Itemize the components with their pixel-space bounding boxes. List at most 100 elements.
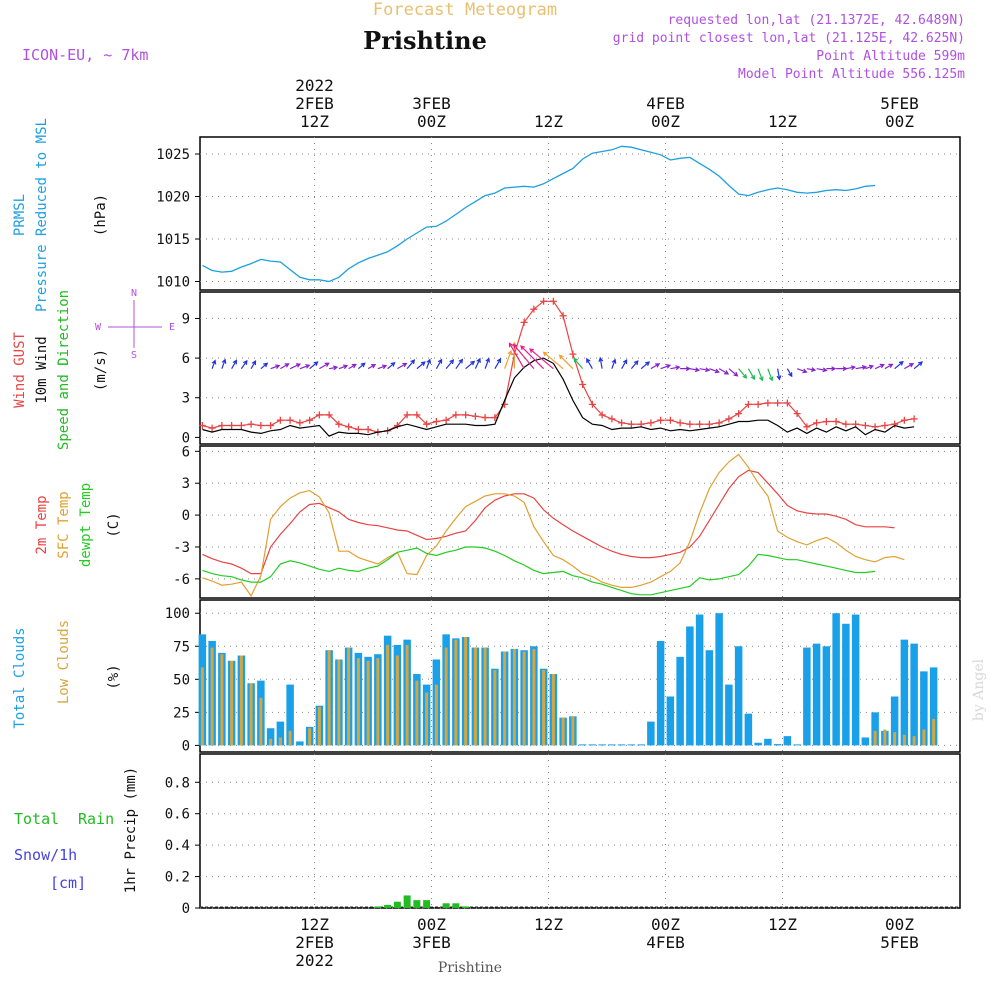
low-cloud-bar <box>873 730 877 746</box>
low-cloud-bar <box>571 716 575 746</box>
low-cloud-bar <box>483 647 487 746</box>
total-cloud-bar <box>686 626 694 746</box>
pressure-unit-label: (hPa) <box>93 194 109 236</box>
gust-marker <box>647 419 655 427</box>
rain-bar <box>374 906 382 908</box>
total-cloud-bar <box>900 639 909 746</box>
gust-marker <box>696 420 704 428</box>
y-tick-label: 0 <box>182 430 190 446</box>
gust-marker <box>598 411 606 419</box>
low-cloud-bar <box>405 644 409 746</box>
low-cloud-bar <box>288 730 292 746</box>
gust-marker <box>520 318 528 326</box>
gust-marker <box>354 425 362 433</box>
time-label-top: 3FEB <box>412 94 451 113</box>
low-cloud-bar <box>464 637 468 746</box>
y-tick-label: 3 <box>182 391 190 407</box>
rain-bar <box>462 906 470 908</box>
y-tick-label: 0 <box>182 508 190 524</box>
station-title: Prishtine <box>363 26 487 55</box>
time-label-bottom: 4FEB <box>646 933 685 952</box>
low-cloud-bar <box>425 692 429 746</box>
low-cloud-bar <box>395 655 399 746</box>
time-label-top: 2022 <box>295 76 334 95</box>
low-cloud-bar <box>308 728 312 746</box>
snow-unit-label: [cm] <box>50 874 86 892</box>
low-cloud-bar <box>932 718 936 746</box>
wind-arrow <box>630 360 639 370</box>
watermark: by Angel <box>971 658 987 721</box>
total-cloud-bar <box>656 640 665 746</box>
sfctemp-line <box>202 453 905 598</box>
gust-marker <box>793 410 801 418</box>
requested-point: requested lon,lat (21.1372E, 42.6489N) <box>668 13 965 28</box>
wind-arrow <box>767 368 774 382</box>
gust-marker <box>900 416 908 424</box>
total-clouds-label: Total Clouds <box>12 627 28 728</box>
prmsl-label: PRMSL <box>12 194 28 236</box>
snow-label: Snow/1h <box>14 846 77 864</box>
y-tick-label: 9 <box>182 311 190 327</box>
temp2m-line <box>202 469 895 575</box>
wind-arrow <box>465 360 476 370</box>
gust-marker <box>530 305 538 313</box>
wind-arrow <box>660 364 672 370</box>
gust-marker <box>286 416 294 424</box>
total-cloud-bar <box>647 721 655 746</box>
total-cloud-bar <box>588 744 597 746</box>
gust-marker <box>822 418 830 426</box>
y-tick-label: -6 <box>173 572 190 588</box>
time-label-top: 00Z <box>417 112 446 131</box>
gust-marker <box>783 399 791 407</box>
total-cloud-bar <box>627 744 636 746</box>
total-cloud-bar <box>598 744 606 746</box>
precip-unit-label: 1hr Precip (mm) <box>123 767 139 893</box>
rain-bar <box>403 895 411 908</box>
total-cloud-bar <box>578 744 587 746</box>
time-label-bottom: 2022 <box>295 951 334 970</box>
rain-bar <box>413 900 421 908</box>
panel-frame <box>199 291 961 445</box>
gust-marker <box>569 350 577 358</box>
low-cloud-bar <box>561 717 565 746</box>
wind-arrow <box>508 342 525 369</box>
gust-marker <box>403 411 411 419</box>
gust-marker <box>306 416 314 424</box>
wind-arrow <box>289 363 302 370</box>
wind-arrow <box>816 367 828 373</box>
wind-arrow <box>221 358 227 369</box>
compass-e: E <box>169 322 175 333</box>
y-tick-label: 6 <box>182 351 190 367</box>
total-cloud-bar <box>617 744 626 746</box>
y-tick-label: -3 <box>173 540 190 556</box>
wind-arrow <box>455 358 464 370</box>
wind-arrow <box>529 348 554 370</box>
wind-arrow <box>796 368 808 374</box>
gust-marker <box>559 312 567 320</box>
time-label-bottom: 2FEB <box>295 933 334 952</box>
gust-marker <box>228 421 236 429</box>
prmsl-desc-label: Pressure Reduced to MSL <box>34 118 50 312</box>
low-cloud-bar <box>376 658 380 746</box>
clouds-panel: 0 25 50 75 100 <box>165 599 961 754</box>
time-label-bottom: 3FEB <box>412 933 451 952</box>
wind-arrow <box>776 368 782 381</box>
wind-arrow <box>855 365 868 370</box>
gust-marker <box>413 411 421 419</box>
low-cloud-bar <box>356 658 360 746</box>
wind-arrow <box>299 364 311 370</box>
gust-marker <box>588 400 596 408</box>
gust-marker <box>813 419 821 427</box>
low-cloud-bar <box>317 707 321 746</box>
time-label-top: 2FEB <box>295 94 334 113</box>
total-cloud-bar <box>705 650 714 746</box>
wind-arrow <box>865 364 875 370</box>
low-cloud-bar <box>269 738 273 746</box>
wind-arrow <box>542 351 564 370</box>
wind-dir-label: Speed and Direction <box>56 290 72 450</box>
y-tick-label: 3 <box>182 476 190 492</box>
rain-bar <box>393 901 401 908</box>
gust-marker <box>364 425 372 433</box>
wind-arrow <box>280 363 290 370</box>
